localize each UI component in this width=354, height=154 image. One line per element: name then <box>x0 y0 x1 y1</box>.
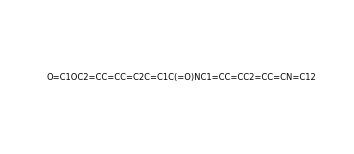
Text: O=C1OC2=CC=CC=C2C=C1C(=O)NC1=CC=CC2=CC=CN=C12: O=C1OC2=CC=CC=C2C=C1C(=O)NC1=CC=CC2=CC=C… <box>46 73 316 82</box>
